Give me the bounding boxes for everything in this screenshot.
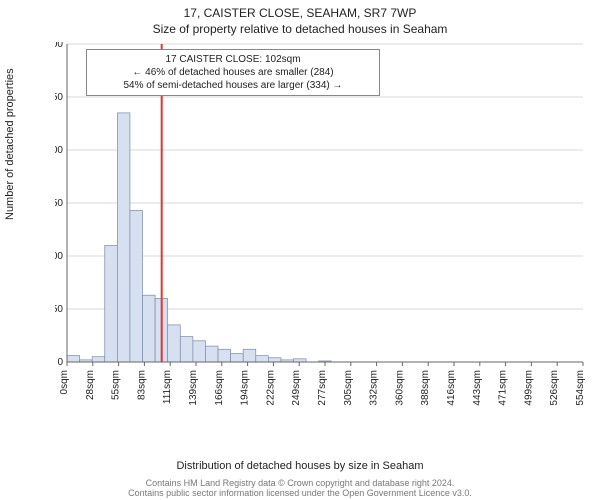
x-axis-label: Distribution of detached houses by size … [0, 460, 600, 472]
header-address: 17, CAISTER CLOSE, SEAHAM, SR7 7WP [0, 0, 600, 20]
svg-text:249sqm: 249sqm [291, 370, 302, 406]
svg-text:250: 250 [55, 92, 63, 103]
svg-text:200: 200 [55, 145, 63, 156]
callout-box: 17 CAISTER CLOSE: 102sqm ← 46% of detach… [86, 49, 380, 96]
svg-text:388sqm: 388sqm [420, 370, 431, 406]
callout-line3: 54% of semi-detached houses are larger (… [93, 79, 373, 92]
svg-text:300: 300 [55, 42, 63, 50]
svg-text:443sqm: 443sqm [472, 370, 483, 406]
svg-text:471sqm: 471sqm [498, 370, 509, 406]
svg-text:332sqm: 332sqm [369, 370, 380, 406]
footer-attribution: Contains HM Land Registry data © Crown c… [0, 478, 600, 498]
svg-text:0sqm: 0sqm [59, 370, 70, 394]
callout-line1: 17 CAISTER CLOSE: 102sqm [93, 53, 373, 66]
svg-text:100: 100 [55, 251, 63, 262]
svg-text:416sqm: 416sqm [446, 370, 457, 406]
svg-text:111sqm: 111sqm [162, 370, 173, 404]
svg-text:150: 150 [55, 198, 63, 209]
svg-text:194sqm: 194sqm [240, 370, 251, 406]
svg-text:554sqm: 554sqm [575, 370, 585, 406]
svg-text:166sqm: 166sqm [214, 370, 225, 406]
chart-area: 0 50 100 150 200 250 300 0sqm 28sqm 55sqm 83sqm 111… [55, 42, 585, 412]
y-axis-label: Number of detached properties [4, 68, 16, 220]
histogram-plot: 0 50 100 150 200 250 300 0sqm 28sqm 55sqm 83sqm 111… [55, 42, 585, 412]
svg-text:222sqm: 222sqm [265, 370, 276, 406]
header-subtitle: Size of property relative to detached ho… [0, 20, 600, 36]
svg-text:55sqm: 55sqm [111, 370, 122, 400]
footer-line1: Contains HM Land Registry data © Crown c… [146, 478, 455, 488]
callout-line2: ← 46% of detached houses are smaller (28… [93, 66, 373, 79]
svg-text:499sqm: 499sqm [523, 370, 534, 406]
svg-text:0: 0 [57, 357, 63, 368]
svg-text:526sqm: 526sqm [549, 370, 560, 406]
svg-text:277sqm: 277sqm [317, 370, 328, 406]
svg-text:139sqm: 139sqm [188, 370, 199, 406]
svg-text:50: 50 [55, 304, 63, 315]
svg-text:305sqm: 305sqm [343, 370, 354, 406]
footer-line2: Contains public sector information licen… [128, 488, 472, 498]
svg-text:83sqm: 83sqm [136, 370, 147, 400]
svg-text:360sqm: 360sqm [394, 370, 405, 406]
svg-text:28sqm: 28sqm [85, 370, 96, 400]
